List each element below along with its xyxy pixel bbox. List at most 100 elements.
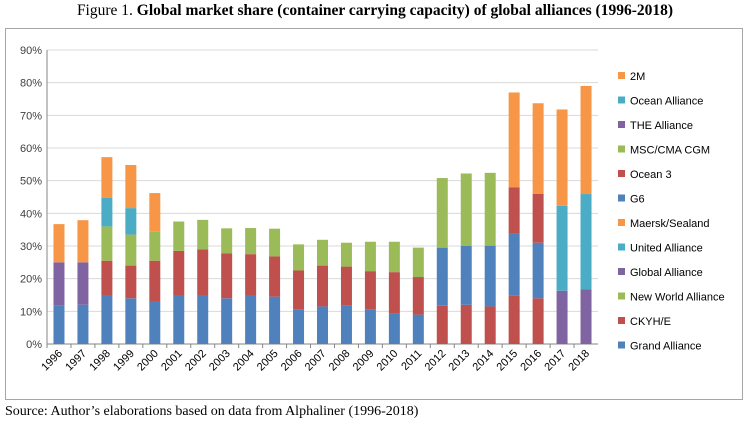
bar-segment [317,265,328,307]
legend-swatch [618,72,625,79]
legend-swatch [618,194,625,202]
legend-label: New World Alliance [630,292,725,304]
bar-segment [101,295,113,344]
bar-segment [77,262,89,305]
x-tick-label: 2012 [423,348,449,374]
bar-segment [436,305,448,344]
x-axis: 1996199719981999200020012002200320042005… [39,344,592,373]
bar-segment [173,221,185,251]
y-axis: 0% 10% 20% 30% 40% 50% 60% 70% 80% 90% [20,45,48,351]
legend-swatch [618,219,625,226]
x-tick-label: 2000 [135,348,161,374]
figure-title-text: Global market share (container carrying … [136,2,674,19]
figure-title: Figure 1. Global market share (container… [0,2,750,20]
bar-segment [580,289,592,344]
bar-segment [173,250,185,295]
bar-segment [101,157,113,198]
bar-segment [101,226,113,261]
figure-label: Figure 1. [76,2,133,19]
bar-segment [508,233,520,296]
legend-label: Ocean Alliance [630,96,703,108]
x-tick-label: 1999 [111,348,137,374]
bar-segment [532,103,544,194]
bars [53,85,592,344]
bar-segment [532,242,544,299]
bar-segment [556,290,568,344]
bar-segment [149,231,161,261]
legend-label: Grand Alliance [630,341,702,353]
x-tick-label: 1996 [39,348,65,374]
y-tick-label: 20% [20,274,42,286]
x-tick-label: 2005 [255,348,281,374]
legend-label: CKYH/E [630,316,671,328]
grid-lines [47,49,598,345]
x-tick-label: 2009 [351,348,377,374]
bar-segment [317,306,328,344]
bar-segment [508,92,520,188]
bar-segment [484,172,496,246]
bar-segment [532,193,544,243]
y-tick-label: 80% [20,78,42,90]
legend-swatch [618,96,625,104]
y-tick-label: 60% [20,143,42,155]
bar-segment [484,245,496,307]
y-tick-label: 90% [20,45,42,57]
legend-label: United Alliance [630,243,703,255]
bar-segment [412,314,424,344]
legend-label: Ocean 3 [630,169,672,181]
x-tick-label: 2016 [518,348,544,374]
legend-swatch [618,292,625,300]
bar-segment [101,197,113,227]
bar-segment [245,295,257,344]
legend: 2M Ocean Alliance THE Alliance MSC/CMA CGM O… [618,71,725,353]
x-tick-label: 2011 [399,348,424,373]
bar-segment [125,234,137,266]
bar-segment [412,247,424,278]
bar-segment [532,298,544,344]
bar-segment [269,228,281,257]
bar-segment [293,309,305,344]
bar-segment [388,272,400,314]
bar-segment [77,304,89,344]
bar-segment [173,295,185,344]
bar-segment [460,246,472,305]
bar-segment [340,266,352,306]
bar-segment [245,254,257,295]
bar-segment [125,164,137,209]
bar-segment [197,219,209,250]
legend-label: MSC/CMA CGM [630,145,710,157]
legend-swatch [618,341,625,349]
bar-segment [556,205,568,291]
bar-segment [317,239,328,266]
x-tick-label: 2004 [231,348,257,374]
legend-swatch [618,243,625,251]
bar-segment [245,228,257,255]
bar-segment [364,241,376,272]
legend-label: THE Alliance [630,120,693,132]
bar-segment [149,301,161,344]
x-tick-label: 2014 [471,348,497,374]
bar-segment [125,265,137,299]
bar-segment [436,178,448,248]
x-tick-label: 2002 [183,348,209,374]
legend-swatch [618,317,625,324]
bar-segment [101,260,113,295]
bar-segment [340,305,352,344]
legend-swatch [618,170,625,177]
bar-segment [412,277,424,315]
bar-segment [53,305,65,344]
y-tick-label: 10% [20,306,42,318]
x-tick-label: 2001 [159,348,185,374]
bar-segment [484,306,496,344]
legend-label: Maersk/Sealand [630,218,710,230]
chart-frame: 0% 10% 20% 30% 40% 50% 60% 70% 80% 90% 1996 1997 19… [5,28,743,400]
y-tick-label: 40% [20,208,42,220]
bar-segment [53,224,65,263]
y-tick-label: 70% [20,110,42,122]
legend-label: 2M [630,71,645,83]
bar-segment [580,85,592,195]
stacked-bar-chart: 0%10%20%30%40%50%60%70%80%90% 1996199719… [20,45,725,373]
bar-segment [269,256,281,297]
bar-segment [293,244,305,271]
x-tick-label: 2006 [279,348,305,374]
